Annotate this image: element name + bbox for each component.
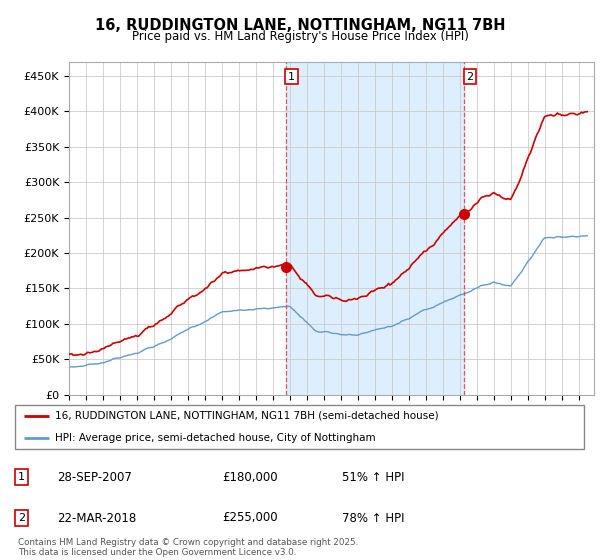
Text: HPI: Average price, semi-detached house, City of Nottingham: HPI: Average price, semi-detached house,… [55, 433, 376, 444]
Text: 78% ↑ HPI: 78% ↑ HPI [342, 511, 404, 525]
Bar [286, 62, 464, 395]
Text: 1: 1 [288, 72, 295, 82]
Text: Contains HM Land Registry data © Crown copyright and database right 2025.
This d: Contains HM Land Registry data © Crown c… [18, 538, 358, 557]
FancyBboxPatch shape [15, 405, 584, 449]
Text: 16, RUDDINGTON LANE, NOTTINGHAM, NG11 7BH (semi-detached house): 16, RUDDINGTON LANE, NOTTINGHAM, NG11 7B… [55, 410, 439, 421]
Text: 28-SEP-2007: 28-SEP-2007 [57, 470, 132, 484]
Text: 16, RUDDINGTON LANE, NOTTINGHAM, NG11 7BH: 16, RUDDINGTON LANE, NOTTINGHAM, NG11 7B… [95, 18, 505, 33]
Text: 51% ↑ HPI: 51% ↑ HPI [342, 470, 404, 484]
Text: £255,000: £255,000 [222, 511, 278, 525]
Text: Price paid vs. HM Land Registry's House Price Index (HPI): Price paid vs. HM Land Registry's House … [131, 30, 469, 43]
Text: 2: 2 [18, 513, 25, 523]
Text: £180,000: £180,000 [222, 470, 278, 484]
Text: 2: 2 [467, 72, 473, 82]
Text: 22-MAR-2018: 22-MAR-2018 [57, 511, 136, 525]
Text: 1: 1 [18, 472, 25, 482]
